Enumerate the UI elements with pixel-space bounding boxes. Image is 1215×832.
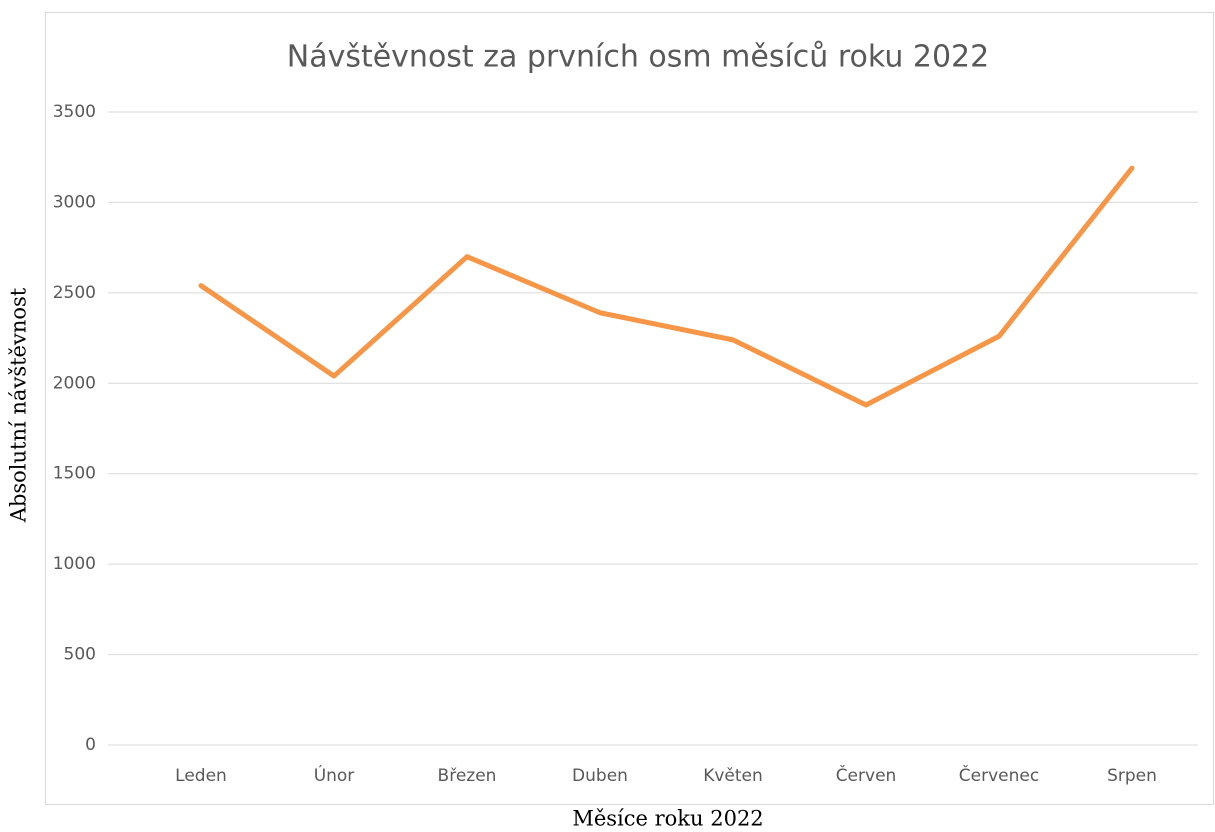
line-series <box>198 165 1135 408</box>
x-tick-label: Červen <box>836 764 897 786</box>
y-tick-label: 2000 <box>53 373 96 393</box>
x-tick-label: Červenec <box>959 764 1039 786</box>
x-tick-label: Únor <box>314 764 355 786</box>
y-tick-label: 1500 <box>53 464 96 484</box>
x-tick-label: Duben <box>572 766 628 786</box>
x-tick-label: Květen <box>703 766 763 786</box>
x-tick-label: Březen <box>438 766 497 786</box>
chart-title: Návštěvnost za prvních osm měsíců roku 2… <box>287 40 989 75</box>
y-tick-label: 3000 <box>53 192 96 212</box>
y-tick-label: 0 <box>85 735 96 755</box>
chart-border <box>45 12 1214 805</box>
x-tick-label: Leden <box>175 766 227 786</box>
y-tick-label: 3500 <box>53 102 96 122</box>
y-tick-label: 500 <box>64 645 96 665</box>
x-axis-title: Měsíce roku 2022 <box>572 807 763 831</box>
x-tick-label: Srpen <box>1107 766 1157 786</box>
y-axis-title: Absolutní návštěvnost <box>7 287 31 523</box>
y-tick-label: 1000 <box>53 554 96 574</box>
y-tick-label: 2500 <box>53 283 96 303</box>
